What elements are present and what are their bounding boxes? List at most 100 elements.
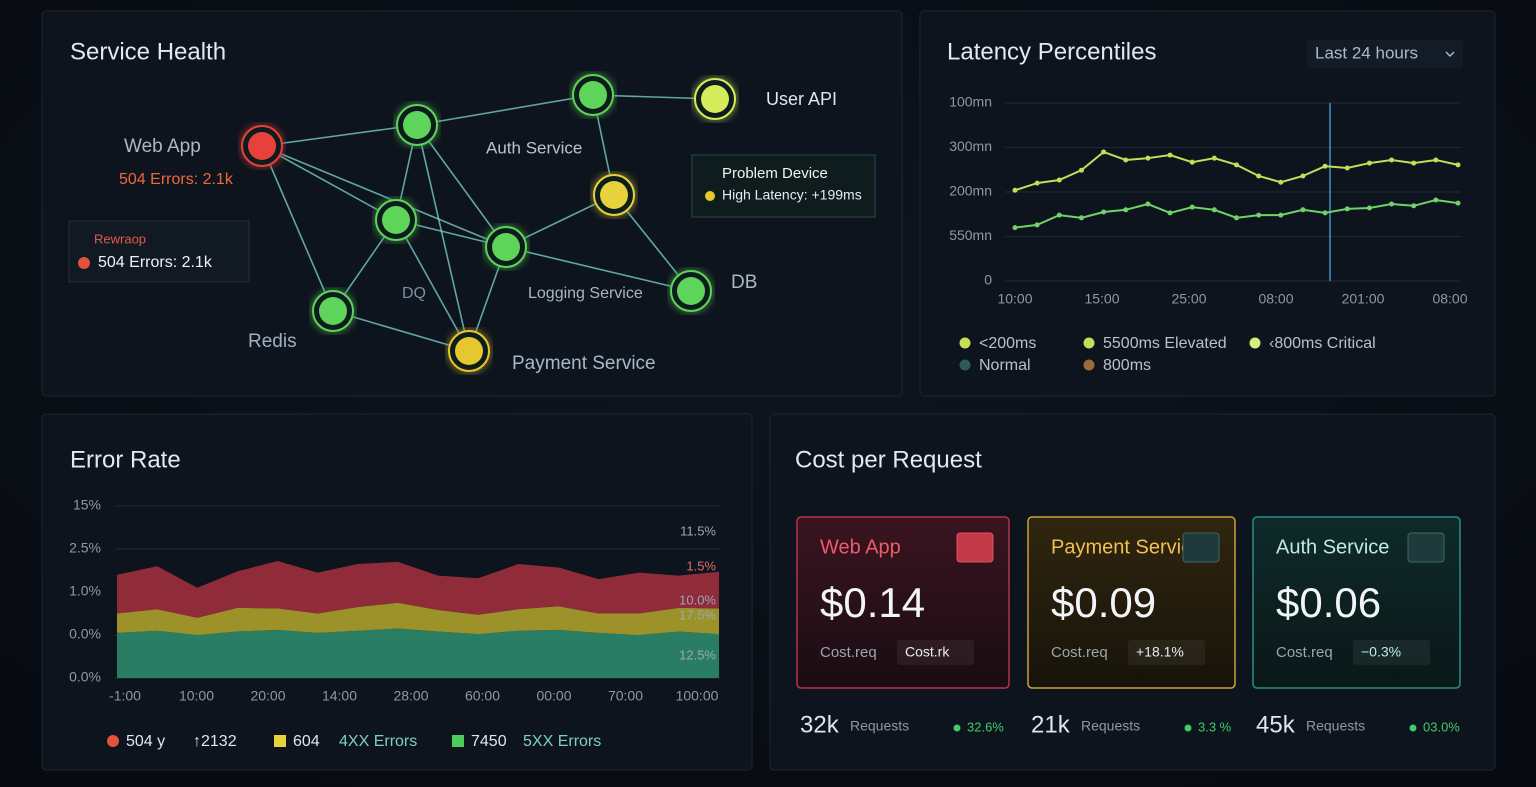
legend-label: 5XX Errors bbox=[523, 733, 601, 750]
node-error: 504 Errors: 2.1k bbox=[119, 171, 234, 188]
card-icon bbox=[1182, 532, 1220, 563]
node bbox=[248, 132, 276, 160]
dropdown-label: Last 24 hours bbox=[1315, 43, 1418, 62]
node-label: Web App bbox=[124, 136, 201, 157]
card-icon bbox=[956, 532, 994, 563]
tooltip bbox=[68, 220, 250, 283]
card-badge: Cost.rk bbox=[905, 644, 950, 660]
point bbox=[1167, 210, 1173, 216]
point bbox=[1211, 207, 1217, 213]
x-tick-label: 08:00 bbox=[1432, 291, 1467, 307]
area-series bbox=[117, 602, 719, 635]
area-series bbox=[117, 628, 719, 678]
legend-label: 604 bbox=[293, 733, 320, 750]
point bbox=[1344, 206, 1350, 212]
edge bbox=[332, 310, 470, 352]
point bbox=[1034, 180, 1040, 186]
requests-change: 3.3 % bbox=[1198, 719, 1232, 734]
card-badge bbox=[1353, 640, 1430, 665]
card-title: Web App bbox=[820, 536, 901, 558]
area-label: 12.5% bbox=[679, 647, 716, 662]
node-label: Logging Service bbox=[528, 285, 643, 302]
requests-count: 32k bbox=[800, 711, 840, 738]
edge bbox=[261, 145, 397, 221]
trend-dot bbox=[1184, 724, 1192, 732]
node-label: Auth Service bbox=[486, 138, 582, 157]
point bbox=[1101, 149, 1107, 155]
tooltip-detail: High Latency: +199ms bbox=[722, 187, 862, 203]
point bbox=[1455, 200, 1461, 206]
y-tick-label: 0.0% bbox=[69, 669, 101, 685]
legend-square bbox=[274, 735, 286, 747]
x-tick-label: 00:00 bbox=[536, 688, 571, 704]
legend-label: 5500ms Elevated bbox=[1103, 335, 1227, 352]
point bbox=[1389, 157, 1395, 163]
panel bbox=[919, 10, 1496, 397]
edge bbox=[395, 219, 470, 352]
point bbox=[1189, 159, 1195, 165]
trend-dot bbox=[953, 724, 961, 732]
status-dot bbox=[705, 191, 715, 201]
point bbox=[1078, 215, 1084, 221]
legend-label: 4XX Errors bbox=[339, 733, 417, 750]
area-label: 17.5% bbox=[679, 607, 716, 622]
edge bbox=[261, 145, 507, 248]
x-tick-label: 70:00 bbox=[608, 688, 643, 704]
x-tick-label: 15:00 bbox=[1084, 291, 1119, 307]
legend-label: ↑2132 bbox=[193, 733, 237, 750]
dropdown-arrow bbox=[1445, 51, 1455, 58]
legend-dot bbox=[1083, 337, 1095, 349]
card-unit: Cost.req bbox=[1276, 644, 1333, 661]
point bbox=[1012, 187, 1018, 193]
x-tick-label: 201:00 bbox=[1342, 291, 1385, 307]
x-tick-label: 25:00 bbox=[1171, 291, 1206, 307]
point bbox=[1123, 207, 1129, 213]
point bbox=[1433, 157, 1439, 163]
status-dot bbox=[78, 257, 90, 269]
legend-dot bbox=[107, 735, 119, 747]
point bbox=[1123, 157, 1129, 163]
dropdown[interactable] bbox=[1307, 40, 1463, 68]
tooltip-title: Rewraop bbox=[94, 231, 146, 246]
point bbox=[1344, 165, 1350, 171]
point bbox=[1256, 173, 1262, 179]
point bbox=[1189, 204, 1195, 210]
y-tick-label: 15% bbox=[73, 497, 101, 513]
point bbox=[1056, 177, 1062, 183]
point bbox=[1389, 201, 1395, 207]
x-tick-label: 100:00 bbox=[676, 688, 719, 704]
card-value: $0.14 bbox=[820, 579, 925, 626]
node bbox=[382, 206, 410, 234]
node bbox=[455, 337, 483, 365]
legend-dot bbox=[1083, 359, 1095, 371]
card-unit: Cost.req bbox=[1051, 644, 1108, 661]
point bbox=[1433, 197, 1439, 203]
point bbox=[1300, 207, 1306, 213]
y-tick-label: 2.5% bbox=[69, 540, 101, 556]
node bbox=[677, 277, 705, 305]
point bbox=[1145, 201, 1151, 207]
edge bbox=[261, 145, 334, 312]
point bbox=[1145, 155, 1151, 161]
point bbox=[1234, 162, 1239, 168]
requests-change: 03.0% bbox=[1423, 719, 1460, 734]
area-label: 11.5% bbox=[680, 523, 716, 538]
point bbox=[1256, 212, 1262, 218]
legend-label: ‹800ms Critical bbox=[1269, 335, 1376, 352]
point bbox=[1078, 167, 1084, 173]
panel-title: Error Rate bbox=[70, 446, 181, 473]
card-value: $0.09 bbox=[1051, 579, 1156, 626]
node bbox=[579, 81, 607, 109]
requests-count: 21k bbox=[1031, 711, 1071, 738]
trend-dot bbox=[1409, 724, 1417, 732]
node-label: DQ bbox=[402, 285, 426, 302]
y-tick-label: 100mn bbox=[949, 94, 992, 110]
node bbox=[492, 233, 520, 261]
point bbox=[1167, 152, 1173, 158]
requests-label: Requests bbox=[1306, 718, 1365, 734]
point bbox=[1411, 160, 1417, 166]
point bbox=[1101, 209, 1107, 215]
edge bbox=[261, 124, 418, 147]
